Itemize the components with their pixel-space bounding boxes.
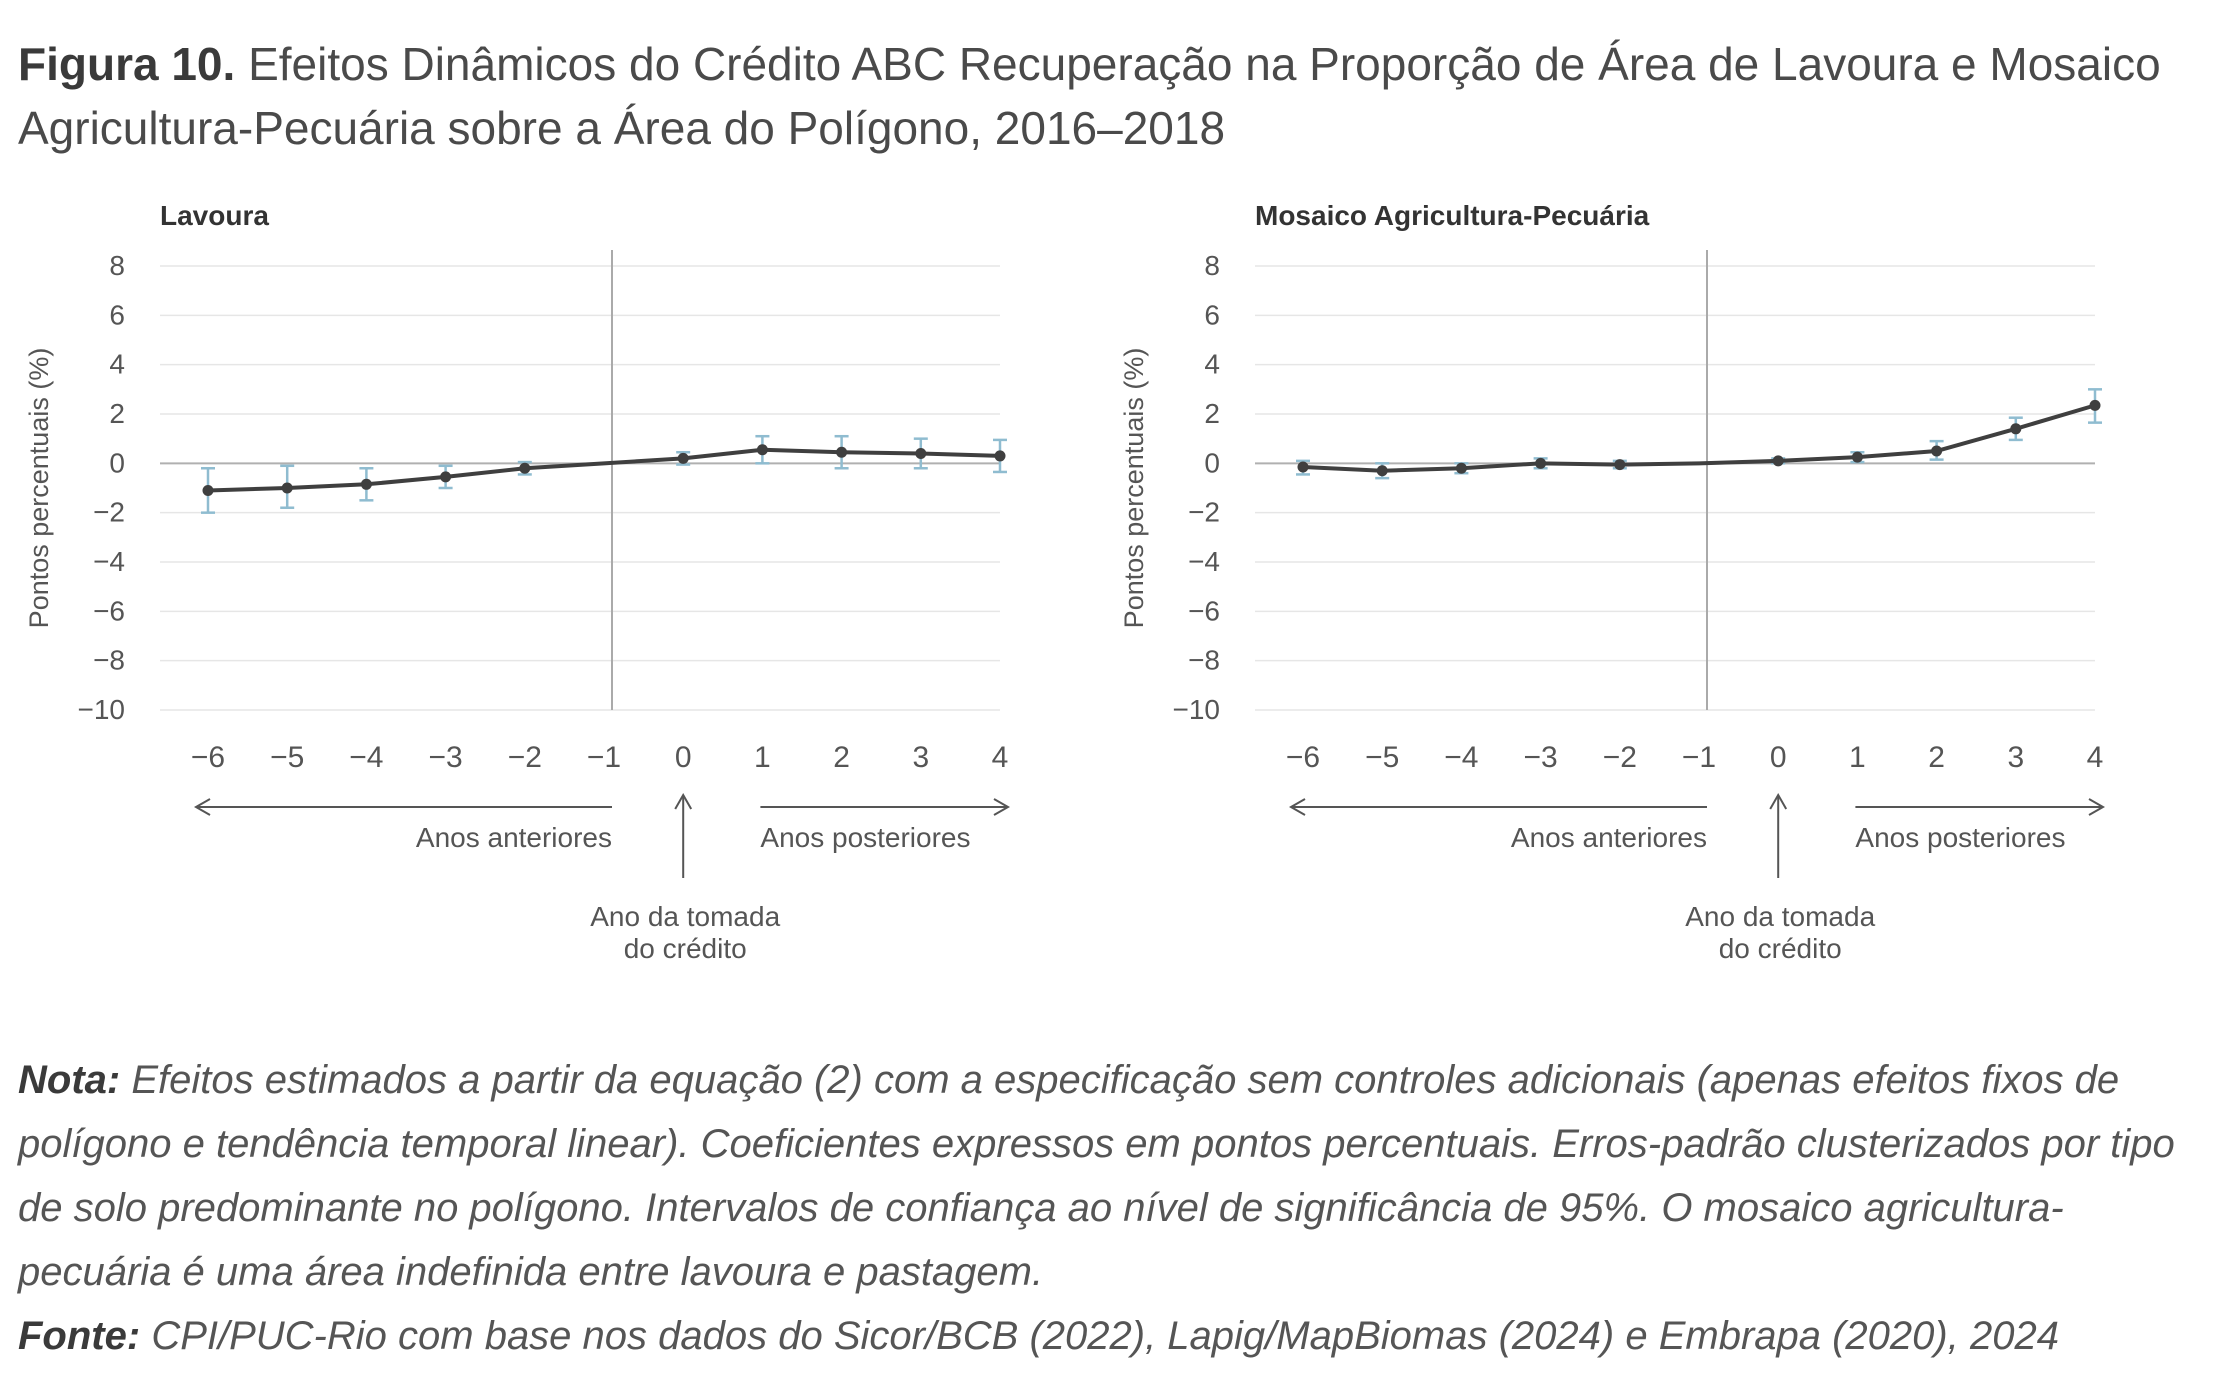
lavoura-y-tick-label: −4 — [93, 546, 125, 577]
source-label: Fonte: — [18, 1314, 141, 1358]
mosaico-event-label: do crédito — [1719, 933, 1842, 964]
mosaico-data-point — [2010, 423, 2022, 435]
lavoura-data-point — [440, 471, 452, 483]
lavoura-data-point — [836, 446, 848, 458]
mosaico-x-tick-label: 2 — [1928, 741, 1945, 774]
mosaico-data-point — [1931, 445, 1943, 457]
source-text: CPI/PUC-Rio com base nos dados do Sicor/… — [151, 1314, 2059, 1358]
mosaico-before-label: Anos anteriores — [1511, 822, 1707, 853]
lavoura-y-tick-label: 2 — [109, 398, 125, 429]
lavoura-data-point — [756, 444, 768, 456]
mosaico-data-point — [1851, 451, 1863, 463]
chart-lavoura: Lavoura Pontos percentuais (%) 8 6 4 2 0 −2 −4 −6… — [0, 195, 1100, 995]
mosaico-x-tick-label: 1 — [1849, 741, 1866, 774]
lavoura-data-point — [915, 447, 927, 459]
lavoura-event-arrow-head — [674, 792, 693, 810]
mosaico-x-tick-label: 0 — [1770, 741, 1787, 774]
lavoura-event-label: do crédito — [624, 933, 747, 964]
lavoura-event-label: Ano da tomada — [590, 901, 780, 932]
lavoura-series-line — [207, 447, 1001, 493]
lavoura-data-point — [360, 478, 372, 490]
mosaico-data-point — [1455, 462, 1467, 474]
lavoura-y-tick-label: 0 — [109, 447, 125, 478]
mosaico-y-tick-label: −4 — [1188, 546, 1220, 577]
lavoura-x-tick-label: −5 — [270, 741, 304, 774]
mosaico-chart-title: Mosaico Agricultura-Pecuária — [1255, 200, 1650, 231]
mosaico-y-axis-label: Pontos percentuais (%) — [1119, 348, 1149, 629]
mosaico-x-tick-label: −6 — [1286, 741, 1320, 774]
lavoura-y-tick-label: 4 — [109, 349, 125, 380]
lavoura-x-tick-label: 2 — [833, 741, 850, 774]
lavoura-before-label: Anos anteriores — [416, 822, 612, 853]
lavoura-y-tick-label: −10 — [78, 694, 126, 725]
lavoura-y-tick-label: 8 — [109, 250, 125, 281]
lavoura-chart-title: Lavoura — [160, 200, 269, 231]
mosaico-y-tick-label: 4 — [1204, 349, 1220, 380]
lavoura-x-tick-label: −6 — [191, 741, 225, 774]
lavoura-x-tick-label: −1 — [587, 741, 621, 774]
lavoura-x-tick-label: −4 — [349, 741, 383, 774]
mosaico-before-arrow-head — [1288, 798, 1306, 816]
figure-title-text: Efeitos Dinâmicos do Crédito ABC Recuper… — [18, 38, 2161, 154]
mosaico-x-tick-label: −1 — [1682, 741, 1716, 774]
mosaico-data-point — [1376, 465, 1388, 477]
mosaico-y-tick-label: 6 — [1204, 299, 1220, 330]
mosaico-data-point — [1535, 457, 1547, 469]
mosaico-x-tick-label: 3 — [2007, 741, 2024, 774]
mosaico-x-tick-label: −2 — [1603, 741, 1637, 774]
lavoura-y-tick-label: −8 — [93, 645, 125, 676]
mosaico-event-arrow-head — [1769, 792, 1788, 810]
lavoura-data-point — [994, 450, 1006, 462]
lavoura-data-point — [202, 484, 214, 496]
mosaico-y-tick-label: 8 — [1204, 250, 1220, 281]
mosaico-data-point — [2089, 399, 2101, 411]
lavoura-data-point — [519, 462, 531, 474]
lavoura-after-label: Anos posteriores — [760, 822, 970, 853]
figure-label: Figura 10. — [18, 38, 236, 90]
lavoura-x-tick-label: 1 — [754, 741, 771, 774]
mosaico-event-label: Ano da tomada — [1685, 901, 1875, 932]
mosaico-y-tick-label: −6 — [1188, 595, 1220, 626]
lavoura-y-tick-label: −6 — [93, 595, 125, 626]
mosaico-x-tick-label: −3 — [1523, 741, 1557, 774]
mosaico-y-tick-label: 0 — [1204, 447, 1220, 478]
lavoura-x-tick-label: 3 — [912, 741, 929, 774]
note-label: Nota: — [18, 1058, 121, 1102]
mosaico-x-tick-label: −5 — [1365, 741, 1399, 774]
lavoura-y-axis-label: Pontos percentuais (%) — [24, 348, 54, 629]
note-text: Efeitos estimados a partir da equação (2… — [18, 1058, 2175, 1294]
lavoura-x-tick-label: 4 — [992, 741, 1009, 774]
chart-mosaico: Mosaico Agricultura-Pecuária Pontos perce… — [1095, 195, 2195, 995]
mosaico-series-line — [1302, 403, 2096, 473]
mosaico-y-tick-label: −8 — [1188, 645, 1220, 676]
mosaico-y-tick-label: 2 — [1204, 398, 1220, 429]
mosaico-y-tick-label: −2 — [1188, 497, 1220, 528]
lavoura-x-tick-label: −2 — [508, 741, 542, 774]
chart-lavoura-svg: Lavoura Pontos percentuais (%) 8 6 4 2 0 −2 −4 −6… — [24, 200, 1011, 964]
mosaico-data-point — [1614, 459, 1626, 471]
mosaico-data-point — [1297, 461, 1309, 473]
mosaico-after-label: Anos posteriores — [1855, 822, 2065, 853]
lavoura-x-tick-label: −3 — [428, 741, 462, 774]
figure-note: Nota: Efeitos estimados a partir da equa… — [18, 1048, 2198, 1368]
lavoura-data-point — [281, 482, 293, 494]
lavoura-x-tick-label: 0 — [675, 741, 692, 774]
mosaico-y-tick-label: −10 — [1173, 694, 1221, 725]
mosaico-data-point — [1772, 455, 1784, 467]
lavoura-before-arrow-head — [193, 798, 211, 816]
lavoura-y-tick-label: 6 — [109, 299, 125, 330]
chart-mosaico-svg: Mosaico Agricultura-Pecuária Pontos perce… — [1119, 200, 2106, 964]
lavoura-data-point — [677, 452, 689, 464]
mosaico-after-arrow-head — [2088, 798, 2106, 816]
mosaico-x-tick-label: 4 — [2087, 741, 2104, 774]
lavoura-y-tick-label: −2 — [93, 497, 125, 528]
figure-title: Figura 10. Efeitos Dinâmicos do Crédito … — [18, 32, 2178, 160]
lavoura-after-arrow-head — [993, 798, 1011, 816]
mosaico-x-tick-label: −4 — [1444, 741, 1478, 774]
